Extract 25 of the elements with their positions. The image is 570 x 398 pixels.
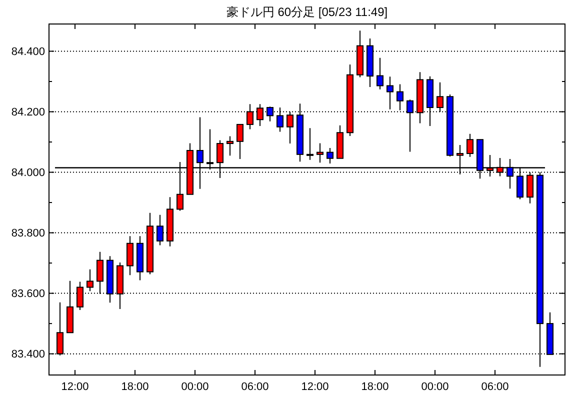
candlestick: [386, 76, 394, 110]
candlestick: [316, 142, 324, 164]
candlestick: [226, 136, 234, 156]
candlestick: [376, 57, 384, 90]
candlestick: [236, 124, 244, 160]
x-tick-label: 06:00: [481, 381, 509, 393]
candlestick: [306, 128, 314, 160]
x-tick-label: 00:00: [421, 381, 449, 393]
x-tick-label: 18:00: [361, 381, 389, 393]
x-tick-label: 12:00: [301, 381, 329, 393]
candlestick: [466, 133, 474, 158]
x-tick-label: 00:00: [181, 381, 209, 393]
x-tick-label: 18:00: [121, 381, 149, 393]
y-tick-label: 84.000: [11, 167, 45, 180]
y-tick-label: 84.400: [11, 46, 45, 58]
candlestick: [86, 268, 94, 292]
x-tick-label: 12:00: [61, 381, 89, 393]
candlestick: [326, 148, 334, 164]
x-tick-label: 06:00: [241, 381, 269, 393]
candlestick: [126, 236, 134, 276]
y-tick-label: 83.600: [11, 288, 45, 300]
y-tick-label: 83.400: [11, 348, 45, 361]
y-tick-label: 83.800: [11, 228, 45, 240]
y-tick-label: 84.200: [11, 106, 45, 119]
chart-title: 豪ドル円 60分足 [05/23 11:49]: [226, 5, 388, 19]
